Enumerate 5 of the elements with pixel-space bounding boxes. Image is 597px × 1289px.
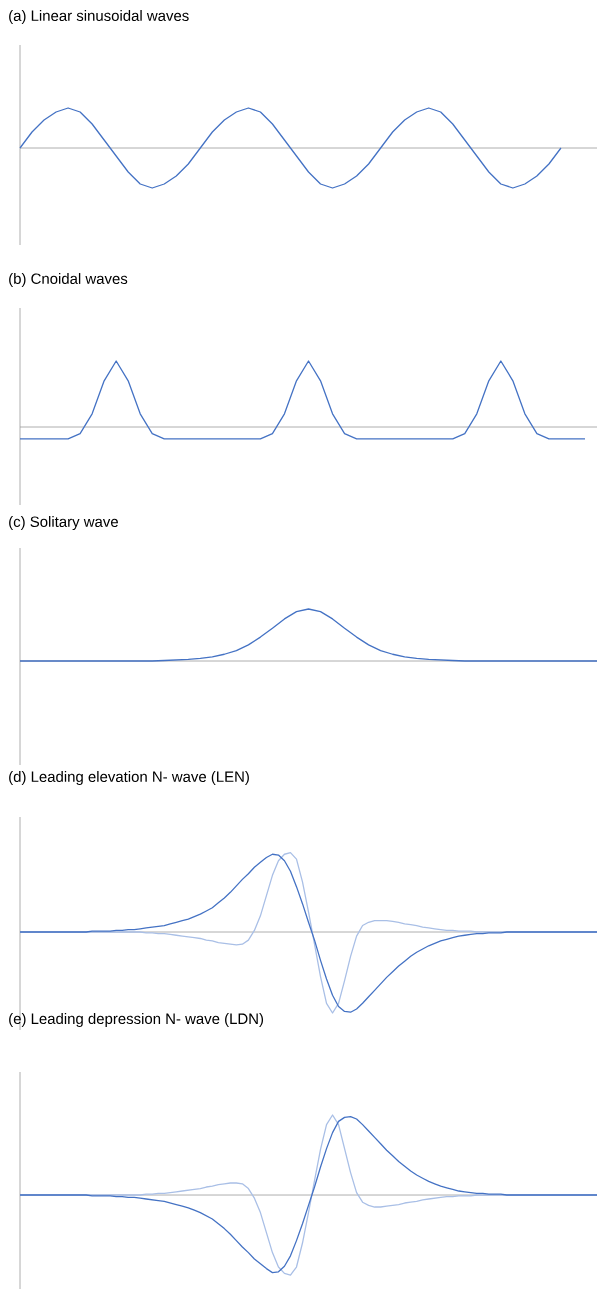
chart-title: (c) Solitary wave	[9, 516, 118, 530]
chart-title: (b) Cnoidal waves	[9, 273, 128, 287]
chart-title: (a) Linear sinusoidal waves	[9, 10, 189, 24]
chart-title: (e) Leading depression N- wave (LDN)	[9, 1013, 264, 1027]
chart-title: (d) Leading elevation N- wave (LEN)	[9, 771, 249, 785]
